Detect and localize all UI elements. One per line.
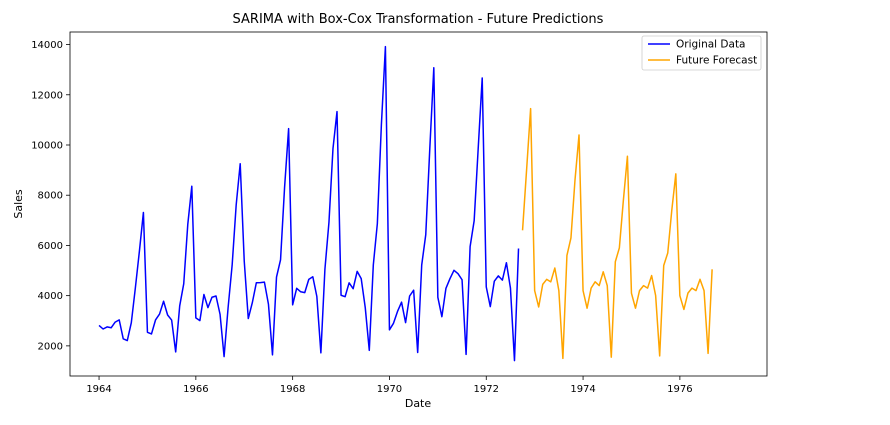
legend-label-original: Original Data bbox=[676, 39, 746, 51]
y-tick-label: 2000 bbox=[38, 341, 63, 352]
x-axis: 1964 1966 1968 1970 1972 1974 1976 bbox=[86, 376, 693, 395]
x-tick-label: 1970 bbox=[377, 384, 402, 395]
legend-label-forecast: Future Forecast bbox=[676, 55, 757, 67]
x-tick-label: 1976 bbox=[667, 384, 692, 395]
series-line-original-data bbox=[98, 45, 520, 362]
y-axis: 2000 4000 6000 8000 10000 12000 14000 bbox=[31, 40, 70, 352]
series-line-future-forecast bbox=[521, 107, 713, 360]
x-tick-label: 1966 bbox=[183, 384, 208, 395]
y-tick-label: 8000 bbox=[38, 191, 63, 202]
y-tick-label: 10000 bbox=[31, 140, 63, 151]
legend-box bbox=[641, 35, 762, 71]
y-tick-label: 12000 bbox=[31, 90, 63, 101]
chart-title: SARIMA with Box-Cox Transformation - Fut… bbox=[233, 12, 604, 27]
y-tick-label: 14000 bbox=[31, 40, 63, 51]
x-axis-label: Date bbox=[405, 397, 432, 410]
x-tick-label: 1964 bbox=[86, 384, 111, 395]
x-tick-label: 1974 bbox=[570, 384, 595, 395]
y-tick-label: 6000 bbox=[38, 241, 63, 252]
y-axis-label: Sales bbox=[12, 189, 25, 219]
y-tick-label: 4000 bbox=[38, 291, 63, 302]
x-tick-label: 1972 bbox=[474, 384, 499, 395]
legend: Original Data Future Forecast bbox=[641, 35, 762, 71]
x-tick-label: 1968 bbox=[280, 384, 305, 395]
series-layer bbox=[98, 45, 713, 362]
